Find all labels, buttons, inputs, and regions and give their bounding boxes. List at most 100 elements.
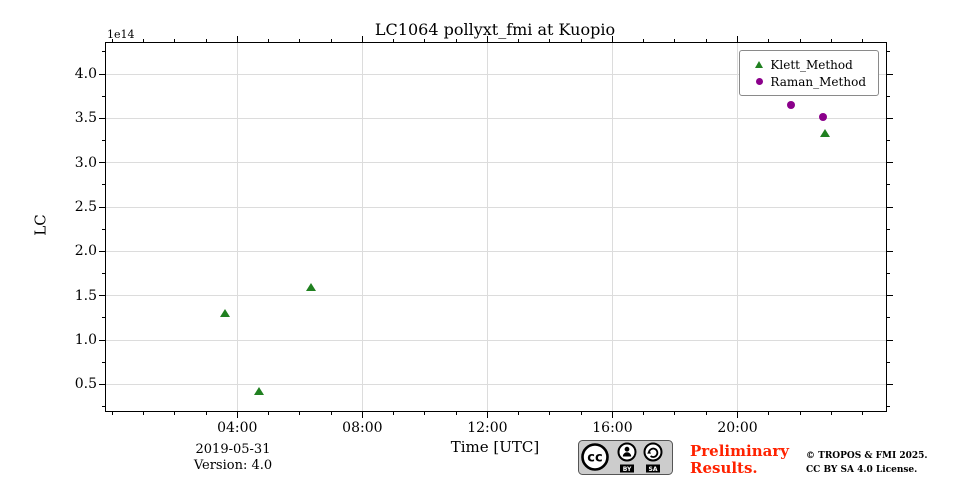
y-gridline xyxy=(106,383,886,385)
x-minor-tick-bottom xyxy=(549,412,551,415)
y-major-tick-left xyxy=(99,73,105,75)
x-minor-tick-top xyxy=(830,39,832,42)
y-major-tick-right xyxy=(887,383,893,385)
cc-icon: cc xyxy=(581,443,609,471)
y-minor-tick-right xyxy=(887,51,890,53)
x-minor-tick-top xyxy=(518,39,520,42)
y-gridline xyxy=(106,117,886,119)
y-minor-tick-left xyxy=(102,228,105,230)
x-minor-tick-bottom xyxy=(799,412,801,415)
x-major-tick-bottom xyxy=(361,412,363,418)
x-minor-tick-top xyxy=(549,39,551,42)
x-minor-tick-top xyxy=(455,39,457,42)
x-tick-label: 08:00 xyxy=(342,420,383,436)
x-minor-tick-top xyxy=(424,39,426,42)
x-major-tick-top xyxy=(611,36,613,42)
cc-badge-svg: cc BY SA xyxy=(578,440,673,475)
x-minor-tick-top xyxy=(205,39,207,42)
x-major-tick-top xyxy=(737,36,738,42)
y-minor-tick-right xyxy=(887,361,890,363)
svg-text:cc: cc xyxy=(587,451,602,466)
by-person-icon xyxy=(617,442,637,462)
version-label: Version: 4.0 xyxy=(193,458,273,474)
x-minor-tick-bottom xyxy=(705,412,707,415)
y-major-tick-left xyxy=(99,383,105,385)
y-minor-tick-right xyxy=(887,140,890,142)
x-minor-tick-bottom xyxy=(143,412,144,415)
klett-triangle-marker-icon xyxy=(755,61,764,68)
x-gridline xyxy=(361,43,363,411)
x-minor-tick-bottom xyxy=(268,412,270,415)
y-tick-label: 0.5 xyxy=(74,376,97,393)
y-minor-tick-right xyxy=(887,317,890,319)
x-tick-label: 04:00 xyxy=(217,420,258,436)
data-point-klett-method xyxy=(305,282,316,291)
x-major-tick-bottom xyxy=(236,412,238,418)
x-minor-tick-top xyxy=(643,39,645,42)
data-point-klett-method xyxy=(820,129,831,138)
legend-label-klett: Klett_Method xyxy=(770,57,853,72)
y-tick-label: 4.0 xyxy=(74,66,97,83)
y-major-tick-left xyxy=(99,117,105,119)
x-minor-tick-top xyxy=(799,39,801,42)
y-minor-tick-right xyxy=(887,184,890,186)
x-major-tick-bottom xyxy=(737,412,738,418)
copyright-note: © TROPOS & FMI 2025. CC BY SA 4.0 Licens… xyxy=(806,451,928,475)
x-gridline xyxy=(236,43,238,411)
y-gridline xyxy=(106,206,886,208)
data-point-raman-method xyxy=(786,101,795,110)
x-minor-tick-top xyxy=(299,39,301,42)
x-tick-label: 16:00 xyxy=(592,420,633,436)
x-minor-tick-bottom xyxy=(580,412,582,415)
x-minor-tick-bottom xyxy=(205,412,207,415)
x-minor-tick-bottom xyxy=(393,412,395,415)
y-minor-tick-left xyxy=(102,317,105,319)
cc-license-badge: cc BY SA xyxy=(578,440,673,479)
x-gridline xyxy=(611,43,613,411)
y-minor-tick-left xyxy=(102,95,105,97)
x-major-tick-top xyxy=(236,36,238,42)
y-major-tick-left xyxy=(99,295,105,297)
date-version-block: 2019-05-31 Version: 4.0 xyxy=(158,442,308,475)
y-major-tick-left xyxy=(99,339,105,341)
x-minor-tick-top xyxy=(174,39,176,42)
x-minor-tick-bottom xyxy=(424,412,426,415)
y-gridline xyxy=(106,295,886,297)
y-axis-offset-text: 1e14 xyxy=(107,28,135,41)
legend-item-klett: Klett_Method xyxy=(748,56,866,73)
legend: Klett_Method Raman_Method xyxy=(739,50,879,96)
x-minor-tick-bottom xyxy=(643,412,645,415)
x-minor-tick-top xyxy=(268,39,270,42)
x-gridline xyxy=(486,43,488,411)
legend-label-raman: Raman_Method xyxy=(770,74,866,89)
data-point-klett-method xyxy=(254,387,265,396)
y-tick-label: 3.0 xyxy=(74,154,97,171)
x-minor-tick-top xyxy=(393,39,395,42)
x-major-tick-top xyxy=(486,36,488,42)
y-major-tick-left xyxy=(99,250,105,252)
x-minor-tick-top xyxy=(768,39,770,42)
y-major-tick-right xyxy=(887,339,893,341)
y-tick-label: 1.5 xyxy=(74,287,97,304)
x-minor-tick-top xyxy=(705,39,707,42)
y-gridline xyxy=(106,250,886,252)
y-major-tick-right xyxy=(887,73,893,75)
x-minor-tick-top xyxy=(330,39,332,42)
y-major-tick-right xyxy=(887,206,893,208)
x-major-tick-top xyxy=(361,36,363,42)
measurement-date: 2019-05-31 xyxy=(195,442,271,457)
legend-item-raman: Raman_Method xyxy=(748,73,866,90)
y-gridline xyxy=(106,339,886,341)
y-gridline xyxy=(106,73,886,75)
y-major-tick-right xyxy=(887,117,893,119)
x-minor-tick-bottom xyxy=(674,412,676,415)
x-minor-tick-bottom xyxy=(518,412,520,415)
data-point-klett-method xyxy=(219,308,230,317)
y-tick-label: 2.5 xyxy=(74,199,97,216)
y-minor-tick-left xyxy=(102,140,105,142)
raman-circle-marker-icon xyxy=(755,78,763,85)
x-major-tick-bottom xyxy=(611,412,613,418)
y-axis-label: LC xyxy=(31,214,50,236)
y-major-tick-right xyxy=(887,295,893,297)
y-tick-label: 2.0 xyxy=(74,243,97,260)
